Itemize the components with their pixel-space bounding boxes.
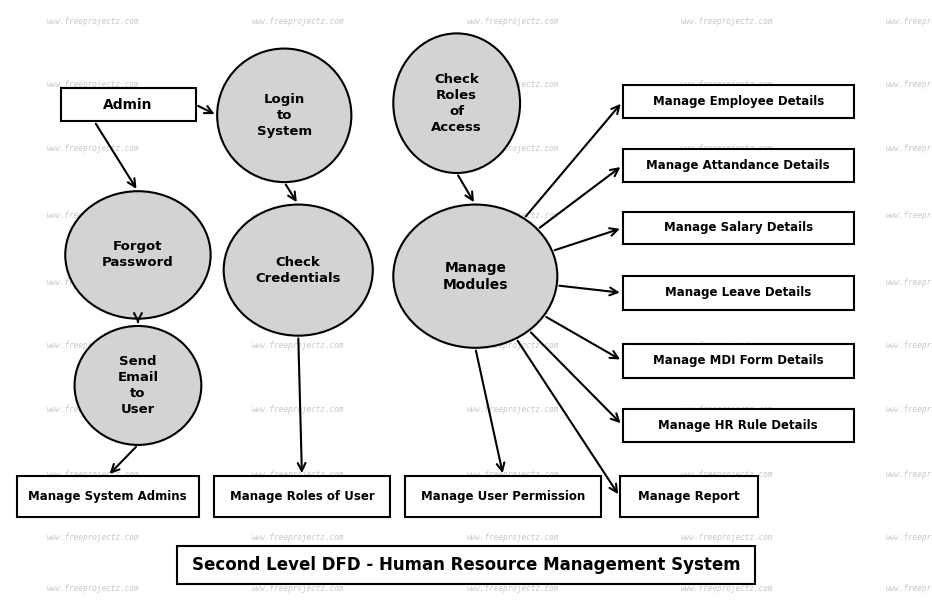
- Text: www.freeprojectz.com: www.freeprojectz.com: [885, 470, 932, 479]
- Bar: [623, 85, 854, 118]
- Text: Admin: Admin: [103, 98, 153, 112]
- Text: www.freeprojectz.com: www.freeprojectz.com: [680, 405, 774, 414]
- Text: www.freeprojectz.com: www.freeprojectz.com: [680, 470, 774, 479]
- Bar: [623, 149, 854, 182]
- Text: www.freeprojectz.com: www.freeprojectz.com: [885, 17, 932, 25]
- Text: www.freeprojectz.com: www.freeprojectz.com: [47, 533, 140, 541]
- Ellipse shape: [217, 49, 351, 182]
- Text: www.freeprojectz.com: www.freeprojectz.com: [885, 585, 932, 593]
- Text: www.freeprojectz.com: www.freeprojectz.com: [680, 211, 774, 220]
- Bar: [620, 476, 758, 517]
- Text: Manage System Admins: Manage System Admins: [28, 490, 187, 503]
- Text: www.freeprojectz.com: www.freeprojectz.com: [47, 278, 140, 287]
- Text: www.freeprojectz.com: www.freeprojectz.com: [252, 405, 345, 414]
- Text: Check
Credentials: Check Credentials: [255, 256, 341, 285]
- Text: www.freeprojectz.com: www.freeprojectz.com: [680, 585, 774, 593]
- Text: www.freeprojectz.com: www.freeprojectz.com: [252, 342, 345, 350]
- Text: www.freeprojectz.com: www.freeprojectz.com: [466, 278, 559, 287]
- Text: www.freeprojectz.com: www.freeprojectz.com: [47, 342, 140, 350]
- Text: www.freeprojectz.com: www.freeprojectz.com: [47, 81, 140, 89]
- Text: www.freeprojectz.com: www.freeprojectz.com: [47, 470, 140, 479]
- Ellipse shape: [224, 205, 373, 336]
- Text: www.freeprojectz.com: www.freeprojectz.com: [885, 81, 932, 89]
- Text: Manage Report: Manage Report: [637, 490, 740, 503]
- Text: www.freeprojectz.com: www.freeprojectz.com: [466, 585, 559, 593]
- Text: www.freeprojectz.com: www.freeprojectz.com: [885, 342, 932, 350]
- Text: Manage HR Rule Details: Manage HR Rule Details: [658, 419, 818, 432]
- Text: Manage Roles of User: Manage Roles of User: [229, 490, 375, 503]
- Text: www.freeprojectz.com: www.freeprojectz.com: [885, 144, 932, 153]
- Text: www.freeprojectz.com: www.freeprojectz.com: [252, 278, 345, 287]
- Text: Second Level DFD - Human Resource Management System: Second Level DFD - Human Resource Manage…: [192, 556, 740, 574]
- Text: Manage User Permission: Manage User Permission: [421, 490, 585, 503]
- Text: www.freeprojectz.com: www.freeprojectz.com: [680, 144, 774, 153]
- Text: www.freeprojectz.com: www.freeprojectz.com: [885, 405, 932, 414]
- Bar: [623, 409, 854, 442]
- Ellipse shape: [393, 33, 520, 173]
- Bar: [405, 476, 601, 517]
- Text: Manage Leave Details: Manage Leave Details: [665, 287, 811, 299]
- Text: Forgot
Password: Forgot Password: [103, 240, 173, 270]
- Text: www.freeprojectz.com: www.freeprojectz.com: [47, 144, 140, 153]
- Text: www.freeprojectz.com: www.freeprojectz.com: [466, 211, 559, 220]
- Text: Manage Attandance Details: Manage Attandance Details: [646, 159, 830, 172]
- Text: www.freeprojectz.com: www.freeprojectz.com: [47, 17, 140, 25]
- Bar: [177, 546, 755, 584]
- Text: www.freeprojectz.com: www.freeprojectz.com: [47, 585, 140, 593]
- Text: www.freeprojectz.com: www.freeprojectz.com: [466, 81, 559, 89]
- Text: Check
Roles
of
Access: Check Roles of Access: [432, 73, 482, 134]
- Text: www.freeprojectz.com: www.freeprojectz.com: [252, 470, 345, 479]
- Bar: [17, 476, 199, 517]
- Text: www.freeprojectz.com: www.freeprojectz.com: [885, 211, 932, 220]
- Text: Manage Employee Details: Manage Employee Details: [652, 95, 824, 108]
- Text: Login
to
System: Login to System: [256, 93, 312, 138]
- Text: www.freeprojectz.com: www.freeprojectz.com: [680, 17, 774, 25]
- Text: www.freeprojectz.com: www.freeprojectz.com: [466, 17, 559, 25]
- Text: www.freeprojectz.com: www.freeprojectz.com: [252, 585, 345, 593]
- Text: www.freeprojectz.com: www.freeprojectz.com: [680, 342, 774, 350]
- Text: www.freeprojectz.com: www.freeprojectz.com: [466, 533, 559, 541]
- Text: www.freeprojectz.com: www.freeprojectz.com: [252, 17, 345, 25]
- Text: www.freeprojectz.com: www.freeprojectz.com: [252, 533, 345, 541]
- Text: www.freeprojectz.com: www.freeprojectz.com: [466, 470, 559, 479]
- Text: Manage MDI Form Details: Manage MDI Form Details: [652, 354, 824, 367]
- Ellipse shape: [75, 326, 201, 445]
- Bar: [61, 88, 196, 121]
- Bar: [623, 276, 854, 310]
- Text: www.freeprojectz.com: www.freeprojectz.com: [47, 211, 140, 220]
- Bar: [623, 212, 854, 244]
- Text: www.freeprojectz.com: www.freeprojectz.com: [466, 144, 559, 153]
- Text: www.freeprojectz.com: www.freeprojectz.com: [252, 144, 345, 153]
- Ellipse shape: [393, 205, 557, 348]
- Text: www.freeprojectz.com: www.freeprojectz.com: [885, 533, 932, 541]
- Text: Manage Salary Details: Manage Salary Details: [664, 222, 813, 234]
- Text: www.freeprojectz.com: www.freeprojectz.com: [885, 278, 932, 287]
- Text: www.freeprojectz.com: www.freeprojectz.com: [466, 405, 559, 414]
- Text: www.freeprojectz.com: www.freeprojectz.com: [252, 211, 345, 220]
- Text: Manage
Modules: Manage Modules: [443, 260, 508, 292]
- Ellipse shape: [65, 191, 211, 319]
- Bar: [214, 476, 390, 517]
- Text: Send
Email
to
User: Send Email to User: [117, 355, 158, 416]
- Text: www.freeprojectz.com: www.freeprojectz.com: [680, 533, 774, 541]
- Text: www.freeprojectz.com: www.freeprojectz.com: [47, 405, 140, 414]
- Text: www.freeprojectz.com: www.freeprojectz.com: [466, 342, 559, 350]
- Text: www.freeprojectz.com: www.freeprojectz.com: [680, 278, 774, 287]
- Bar: [623, 344, 854, 378]
- Text: www.freeprojectz.com: www.freeprojectz.com: [680, 81, 774, 89]
- Text: www.freeprojectz.com: www.freeprojectz.com: [252, 81, 345, 89]
